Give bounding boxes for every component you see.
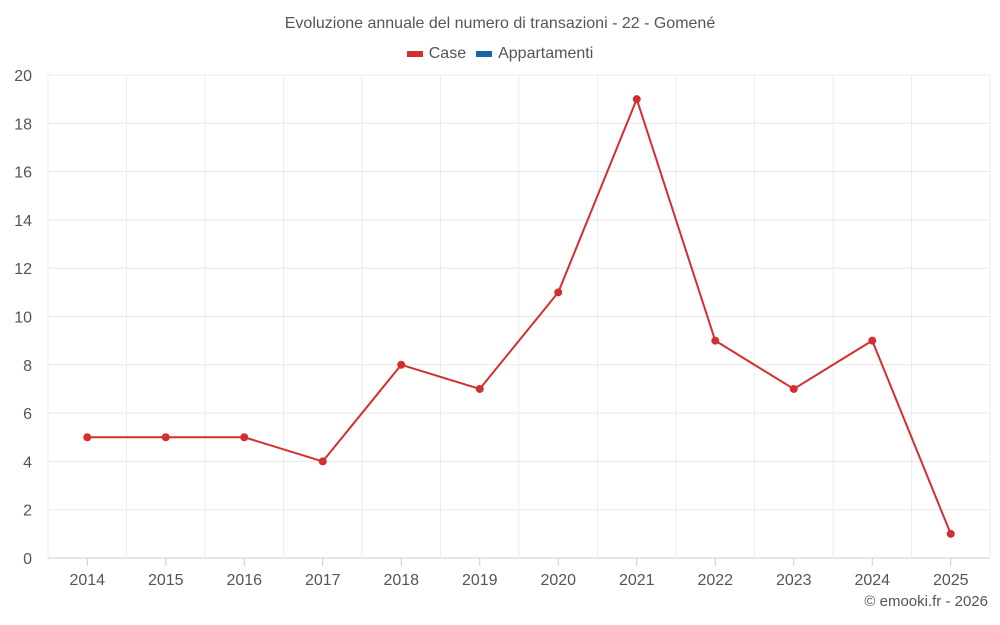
legend-swatch-case	[406, 51, 423, 57]
legend-item-appartamenti[interactable]: Appartamenti	[476, 45, 593, 63]
y-tick-label: 4	[23, 454, 32, 471]
x-tick-label: 2024	[854, 572, 890, 589]
x-tick-label: 2023	[776, 572, 812, 589]
x-tick-label: 2025	[933, 572, 969, 589]
y-tick-label: 8	[23, 358, 32, 375]
x-tick-label: 2016	[226, 572, 262, 589]
legend-label-appartamenti: Appartamenti	[498, 45, 594, 62]
data-point-case[interactable]	[946, 529, 955, 538]
y-tick-label: 10	[14, 310, 32, 327]
x-tick-label: 2022	[697, 572, 733, 589]
legend-item-case[interactable]: Case	[406, 45, 467, 63]
data-point-case[interactable]	[240, 433, 249, 442]
y-tick-label: 0	[23, 551, 32, 568]
x-tick-label: 2014	[69, 572, 105, 589]
y-tick-label: 14	[14, 213, 32, 230]
y-tick-label: 6	[23, 406, 32, 423]
chart-title: Evoluzione annuale del numero di transaz…	[284, 15, 716, 32]
y-tick-label: 20	[14, 68, 32, 85]
data-point-case[interactable]	[554, 288, 563, 297]
x-tick-label: 2017	[305, 572, 341, 589]
credit-text: © emooki.fr - 2026	[864, 593, 988, 610]
data-point-case[interactable]	[868, 336, 877, 345]
x-tick-label: 2015	[148, 572, 184, 589]
y-tick-label: 12	[14, 261, 32, 278]
data-point-case[interactable]	[397, 360, 406, 369]
x-tick-label: 2018	[383, 572, 419, 589]
data-point-case[interactable]	[475, 384, 484, 393]
legend-label-case: Case	[428, 45, 467, 62]
series-line-case	[87, 98, 952, 535]
y-tick-label: 16	[14, 165, 32, 182]
legend-swatch-appartamenti	[476, 51, 493, 57]
x-tick-label: 2020	[540, 572, 576, 589]
data-point-case[interactable]	[161, 433, 170, 442]
x-tick-label: 2021	[619, 572, 655, 589]
data-point-case[interactable]	[83, 433, 92, 442]
legend: Case Appartamenti	[0, 45, 1000, 63]
x-tick-label: 2019	[462, 572, 498, 589]
data-point-case[interactable]	[789, 384, 798, 393]
y-tick-label: 2	[23, 503, 32, 520]
y-tick-label: 18	[14, 116, 32, 133]
data-point-case[interactable]	[711, 336, 720, 345]
data-point-case[interactable]	[318, 457, 327, 466]
data-point-case[interactable]	[632, 95, 641, 104]
